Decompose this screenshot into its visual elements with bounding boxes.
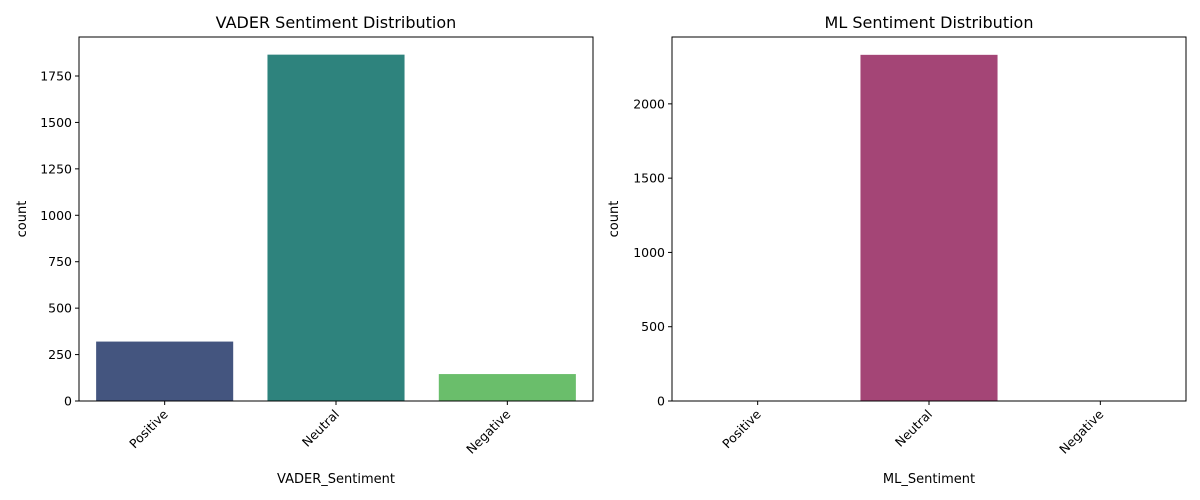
- y-axis: 0 500 1000 1500 2000: [633, 96, 672, 409]
- bars-group: [96, 54, 576, 401]
- x-axis-label: ML_Sentiment: [883, 472, 975, 487]
- y-tick-label: 250: [48, 347, 72, 362]
- y-tick-label: 0: [64, 394, 72, 409]
- x-tick-label: Positive: [126, 406, 171, 451]
- bar-negative: [438, 374, 576, 401]
- bar-positive: [96, 341, 234, 401]
- x-tick-label: Neutral: [892, 407, 935, 450]
- x-axis-label: VADER_Sentiment: [277, 472, 395, 487]
- y-axis-label: count: [607, 201, 622, 238]
- y-tick-label: 1750: [40, 69, 72, 84]
- chart-vader-sentiment: VADER Sentiment Distribution 0 250 500 750 1…: [15, 13, 594, 487]
- y-tick-label: 1250: [40, 161, 72, 176]
- x-axis: Positive Neutral Negative: [126, 401, 514, 457]
- y-tick-label: 1000: [40, 208, 72, 223]
- y-tick-label: 1000: [633, 245, 665, 260]
- y-tick-label: 750: [48, 254, 72, 269]
- y-tick-label: 1500: [633, 171, 665, 186]
- y-tick-label: 500: [48, 301, 72, 316]
- x-tick-label: Negative: [463, 406, 513, 456]
- y-axis: 0 250 500 750 1000 1250 1500 1750: [40, 69, 79, 409]
- x-tick-label: Neutral: [299, 407, 342, 450]
- chart-ml-sentiment: ML Sentiment Distribution 0 500 1000 1500 20…: [607, 13, 1187, 487]
- x-axis: Positive Neutral Negative: [719, 401, 1107, 457]
- bar-neutral: [267, 54, 405, 401]
- bar-neutral: [860, 54, 998, 401]
- chart-title: VADER Sentiment Distribution: [216, 13, 457, 32]
- x-tick-label: Negative: [1056, 406, 1106, 456]
- y-tick-label: 2000: [633, 96, 665, 111]
- y-tick-label: 0: [657, 394, 665, 409]
- y-tick-label: 500: [641, 319, 665, 334]
- bars-group: [860, 54, 998, 401]
- y-axis-label: count: [15, 201, 30, 238]
- chart-title: ML Sentiment Distribution: [825, 13, 1034, 32]
- x-tick-label: Positive: [719, 406, 764, 451]
- y-tick-label: 1500: [40, 115, 72, 130]
